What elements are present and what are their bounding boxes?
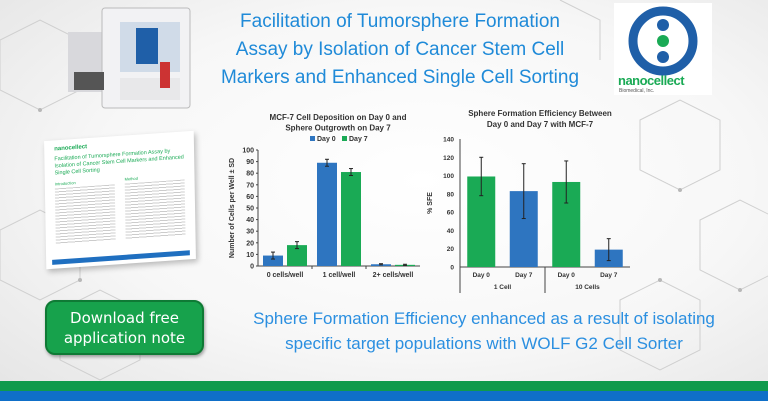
chart1-x-tick-label: 0 cells/well (267, 272, 304, 279)
chart1-bar (317, 162, 337, 266)
chart1-y-tick-label: 30 (246, 229, 254, 236)
chart2-y-tick-label: 140 (443, 137, 454, 144)
chart1-y-tick-label: 100 (242, 148, 254, 155)
chart1-y-tick-label: 40 (246, 217, 254, 224)
button-label: application note (63, 328, 186, 347)
chart1-legend-label: Day 7 (349, 136, 368, 143)
chart2-y-tick-label: 60 (447, 210, 455, 217)
chart1-y-tick-label: 20 (246, 240, 254, 247)
button-label: Download free (70, 308, 179, 327)
logo-mark-icon (628, 6, 698, 76)
chart2-x-tick-label: Day 7 (600, 272, 618, 279)
chart1-y-tick-label: 10 (246, 252, 254, 259)
chart2-y-tick-label: 20 (447, 246, 455, 253)
cell-sorter-instrument-image (68, 7, 191, 109)
page-title: Facilitation of Tumorsphere Formation As… (200, 8, 600, 92)
title-line: Markers and Enhanced Single Cell Sorting (220, 67, 580, 88)
chart1-x-tick-label: 1 cell/well (323, 272, 356, 279)
chart1-title: Sphere Outgrowth on Day 7 (285, 124, 391, 133)
chart1-legend-swatch (342, 136, 347, 141)
chart1-y-tick-label: 50 (246, 206, 254, 213)
chart2-x-tick-label: Day 7 (515, 272, 533, 279)
chart2-y-tick-label: 80 (447, 191, 455, 198)
chart2-x-tick-label: Day 0 (558, 272, 576, 279)
chart2-x-tick-label: Day 0 (473, 272, 491, 279)
title-line: Facilitation of Tumorsphere Formation (240, 11, 560, 32)
chart1-y-label: Number of Cells per Well ± SD (229, 158, 236, 258)
chart2-y-tick-label: 0 (450, 265, 454, 272)
chart1-y-tick-label: 60 (246, 194, 254, 201)
logo-subtext: Biomedical, Inc. (619, 88, 655, 94)
chart1-title: MCF-7 Cell Deposition on Day 0 and (270, 113, 407, 122)
tagline: Sphere Formation Efficiency enhanced as … (200, 306, 768, 356)
chart1-bar (341, 172, 361, 266)
chart2-y-label: % SFE (427, 192, 434, 214)
chart2-group-label: 1 Cell (494, 284, 512, 291)
title-line: Assay by Isolation of Cancer Stem Cell (235, 39, 565, 60)
tagline-line: specific target populations with WOLF G2… (285, 334, 683, 353)
chart2-y-tick-label: 100 (443, 173, 454, 180)
chart2-y-tick-label: 40 (447, 228, 455, 235)
chart1-y-tick-label: 80 (246, 171, 254, 178)
chart1-x-tick-label: 2+ cells/well (373, 272, 414, 279)
chart1-y-tick-label: 70 (246, 182, 254, 189)
nanocellect-logo: nanocellect Biomedical, Inc. (614, 3, 712, 95)
chart1-legend-label: Day 0 (317, 136, 336, 143)
footer-green-band (0, 381, 768, 391)
chart1-legend-swatch (310, 136, 315, 141)
chart2-title: Day 0 and Day 7 with MCF-7 (487, 120, 594, 129)
chart2-title: Sphere Formation Efficiency Between (468, 109, 612, 118)
chart2-group-label: 10 Cells (575, 284, 600, 291)
chart1-bar (263, 255, 283, 266)
tagline-line: Sphere Formation Efficiency enhanced as … (253, 309, 715, 328)
chart2-y-tick-label: 120 (443, 155, 454, 162)
footer-blue-band (0, 391, 768, 401)
logo-text: nanocellect (618, 73, 685, 88)
chart1-y-tick-label: 90 (246, 159, 254, 166)
chart1-bar (287, 245, 307, 266)
chart1-y-tick-label: 0 (250, 264, 254, 271)
download-application-note-button[interactable]: Download free application note (45, 300, 204, 355)
